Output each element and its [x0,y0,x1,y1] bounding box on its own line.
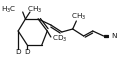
Text: D: D [15,49,21,55]
Text: CD$_3$: CD$_3$ [52,34,67,44]
Text: N: N [111,33,116,39]
Text: CH$_3$: CH$_3$ [71,12,86,22]
Text: CH$_3$: CH$_3$ [27,5,42,15]
Text: H$_3$C: H$_3$C [1,5,16,15]
Text: D: D [24,49,30,55]
